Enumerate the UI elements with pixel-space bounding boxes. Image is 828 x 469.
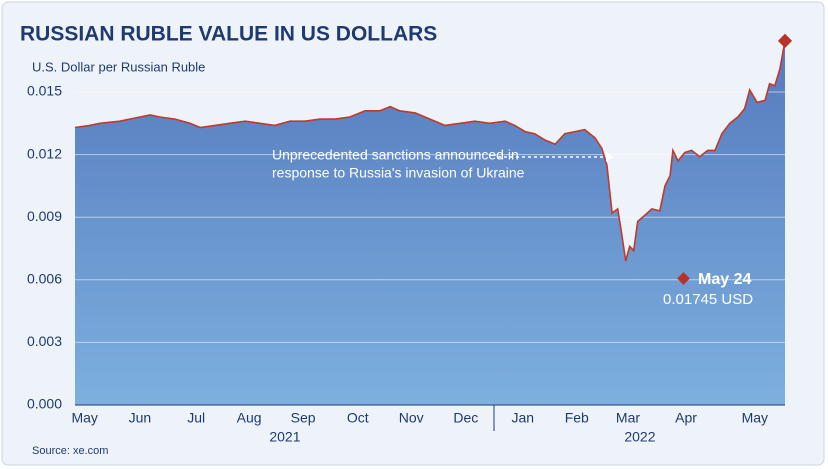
x-tick-label: Apr	[675, 410, 697, 426]
year-label: 2022	[624, 429, 655, 445]
x-tick-label: Dec	[453, 410, 478, 426]
y-axis-label: U.S. Dollar per Russian Ruble	[32, 59, 205, 74]
annotation: May 24	[698, 271, 751, 288]
y-tick-label: 0.015	[27, 83, 62, 99]
annotation-arrowhead	[606, 152, 613, 162]
year-label: 2021	[269, 429, 300, 445]
annotation: Unprecedented sanctions announced in	[272, 147, 519, 163]
x-tick-label: Oct	[347, 410, 369, 426]
x-tick-label: May	[742, 410, 768, 426]
chart-title: RUSSIAN RUBLE VALUE IN US DOLLARS	[20, 23, 437, 46]
x-tick-label: Jun	[129, 410, 152, 426]
x-tick-label: Feb	[565, 410, 589, 426]
y-tick-label: 0.006	[27, 271, 62, 287]
line	[74, 40, 786, 262]
x-tick-label: Jul	[187, 410, 205, 426]
y-tick-label: 0.012	[27, 145, 62, 161]
annotation: response to Russia's invasion of Ukraine	[272, 165, 525, 181]
x-tick-label: Mar	[616, 410, 640, 426]
end-marker	[777, 33, 793, 48]
area	[75, 40, 785, 406]
annotation: 0.01745 USD	[663, 291, 753, 308]
source: Source: xe.com	[32, 445, 108, 457]
x-tick-label: May	[71, 410, 97, 426]
y-tick-label: 0.000	[27, 396, 62, 412]
x-tick-label: Jan	[511, 410, 534, 426]
x-tick-label: Nov	[399, 410, 424, 426]
y-tick-label: 0.009	[27, 208, 62, 224]
x-tick-label: Aug	[237, 410, 262, 426]
x-tick-label: Sep	[291, 410, 316, 426]
y-tick-label: 0.003	[27, 333, 62, 349]
